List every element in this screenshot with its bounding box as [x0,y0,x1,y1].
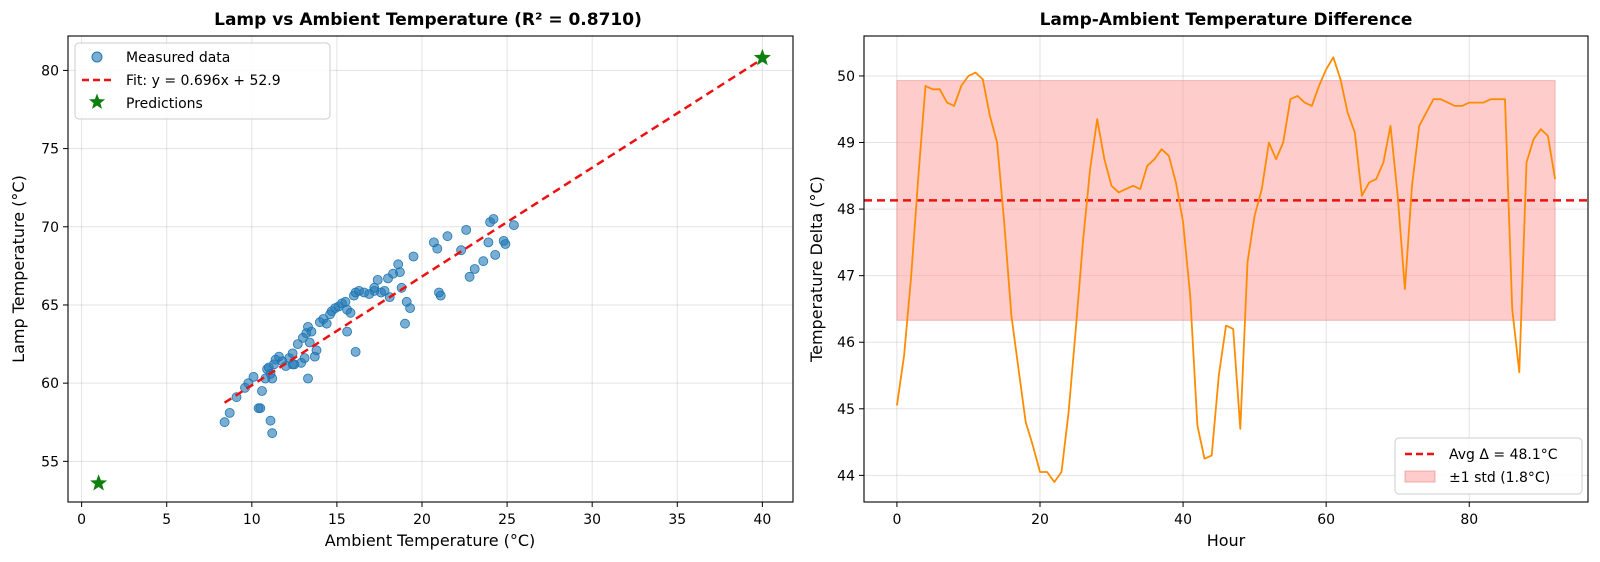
scatter-chart-title: Lamp vs Ambient Temperature (R² = 0.8710… [214,10,642,30]
scatter-x-tick-label: 40 [753,512,771,528]
legend-swatch-measured-data [91,51,103,63]
scatter-y-tick-label: 60 [41,376,59,392]
scatter-y-tick-label: 75 [41,142,59,158]
scatter-point [379,285,390,296]
scatter-point [311,345,322,356]
scatter-point [292,339,303,350]
scatter-point [248,371,259,382]
scatter-point [224,407,235,418]
scatter-point [432,243,443,254]
scatter-point [483,237,494,248]
line-chart-x-tick-label: 60 [1317,512,1335,528]
scatter-point [488,214,499,224]
legend-label-measured-data: Measured data [126,50,230,66]
scatter-chart-panel: Lamp vs Ambient Temperature (R² = 0.8710… [9,10,794,550]
scatter-point [500,239,511,249]
line-chart-title: Lamp-Ambient Temperature Difference [1040,10,1413,30]
delta-series-line [896,56,1556,483]
scatter-point [394,267,405,278]
scatter-x-tick-label: 0 [77,512,86,528]
scatter-point [255,403,266,414]
scatter-x-tick-label: 25 [498,512,516,528]
prediction-star [753,48,771,66]
scatter-point [299,353,310,364]
line-chart-x-tick-label: 80 [1460,512,1478,528]
scatter-x-tick-label: 30 [583,512,601,528]
scatter-x-tick-label: 35 [668,512,686,528]
scatter-chart-y-axis-label: Lamp Temperature (°C) [9,175,28,363]
scatter-point [342,326,353,337]
line-chart-panel: Lamp-Ambient Temperature Difference 0 20 4… [807,10,1589,550]
fit-line [223,57,764,404]
scatter-point [257,386,267,396]
line-chart-frame [863,35,1589,503]
scatter-point [464,271,475,282]
scatter-chart-ticks: 0 5 10 15 20 25 30 35 40 55 60 65 70 75 80 [41,63,771,528]
legend-swatch-predictions [88,93,106,109]
scatter-point [509,220,519,231]
legend-label-predictions: Predictions [126,96,203,112]
scatter-point [408,251,419,262]
line-chart-x-tick-label: 40 [1174,512,1192,528]
line-chart-y-axis-label: Temperature Delta (°C) [807,176,826,363]
line-chart-y-tick-label: 49 [837,136,855,152]
line-chart-plot-area [864,56,1588,483]
scatter-point [306,326,317,337]
scatter-point [369,282,380,293]
scatter-point [435,290,446,301]
scatter-x-tick-label: 15 [328,512,346,528]
scatter-chart-legend-box [74,42,331,120]
scatter-point [345,307,356,318]
scatter-point [287,359,298,370]
scatter-chart-legend: Measured data Fit: y = 0.696x + 52.9 Pre… [74,42,331,120]
scatter-point [405,303,416,314]
scatter-point [490,249,501,260]
scatter-point [219,417,230,428]
legend-label-std-band: ±1 std (1.8°C) [1449,470,1550,486]
line-chart-x-tick-label: 20 [1031,512,1049,528]
line-chart-x-tick-label: 0 [892,512,901,528]
line-chart-y-tick-label: 48 [837,202,855,218]
scatter-y-tick-label: 55 [41,454,59,470]
line-chart-ticks: 0 20 40 60 80 44 45 46 47 48 49 50 [837,69,1478,528]
scatter-point [442,231,453,242]
scatter-x-tick-label: 20 [413,512,431,528]
line-chart-y-tick-label: 50 [837,69,855,85]
scatter-point [304,337,315,348]
scatter-point [321,318,332,329]
scatter-point [400,318,410,329]
scatter-chart-frame [67,35,794,503]
line-chart-x-axis-label: Hour [1207,531,1246,550]
scatter-x-tick-label: 5 [162,512,171,528]
line-chart-y-tick-label: 47 [837,269,855,285]
scatter-x-tick-label: 10 [243,512,261,528]
scatter-y-tick-label: 70 [41,220,59,236]
line-chart-legend: Avg Δ = 48.1°C ±1 std (1.8°C) [1394,437,1583,495]
line-chart-legend-box [1394,437,1583,495]
scatter-chart-plot-area [90,48,771,491]
scatter-point [265,415,276,426]
scatter-y-tick-label: 80 [41,63,59,79]
scatter-point [461,224,472,235]
scatter-point [340,296,351,307]
legend-label-fit-line: Fit: y = 0.696x + 52.9 [126,73,281,89]
scatter-y-tick-label: 65 [41,298,59,314]
scatter-point [303,373,313,384]
scatter-point [469,264,480,274]
line-chart-y-tick-label: 45 [837,402,855,418]
line-chart-y-tick-label: 46 [837,335,855,351]
scatter-chart-x-axis-label: Ambient Temperature (°C) [325,531,536,550]
scatter-point [267,428,278,439]
scatter-chart-grid [68,36,793,502]
line-chart-y-tick-label: 44 [837,468,855,484]
prediction-star [90,474,108,491]
legend-swatch-std-band [1404,470,1436,483]
scatter-point [478,256,489,267]
scatter-point [350,346,361,357]
scatter-point [267,373,278,384]
legend-label-average-line: Avg Δ = 48.1°C [1449,447,1558,463]
